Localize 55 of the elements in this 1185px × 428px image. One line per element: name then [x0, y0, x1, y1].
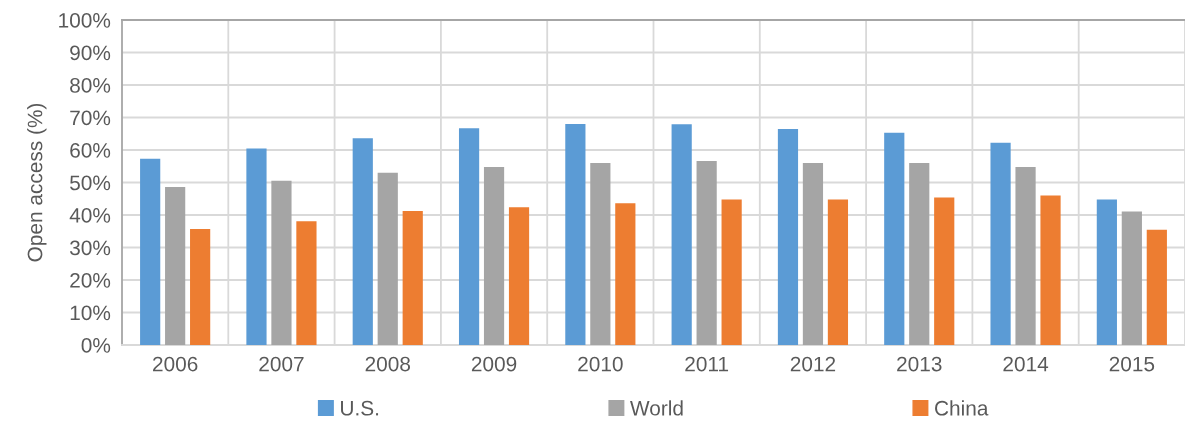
x-tick-label: 2014 — [1003, 356, 1049, 372]
bar — [352, 138, 373, 345]
bar — [671, 124, 692, 345]
bar — [1121, 211, 1142, 345]
bar — [483, 166, 505, 345]
bar — [615, 203, 636, 345]
bar — [296, 221, 317, 345]
bar — [721, 199, 742, 345]
x-tick-label: 2011 — [685, 356, 729, 372]
bar — [140, 158, 161, 345]
y-tick-label: 80% — [70, 78, 111, 93]
bar — [802, 163, 824, 345]
bar — [909, 163, 930, 345]
bar — [884, 132, 905, 345]
y-tick-label: 90% — [70, 45, 111, 61]
x-tick-label: 2010 — [578, 356, 623, 372]
bar — [246, 148, 267, 345]
bar — [165, 187, 186, 345]
bar — [1096, 199, 1117, 345]
x-tick-label: 2009 — [471, 356, 517, 372]
bar — [1015, 166, 1036, 345]
bar — [1040, 195, 1061, 345]
bar — [934, 197, 955, 345]
y-tick-label: 20% — [70, 273, 111, 288]
bar — [271, 180, 292, 345]
bar — [696, 161, 717, 345]
x-tick-label: 2007 — [259, 356, 304, 372]
x-tick-label: 2006 — [153, 356, 198, 372]
x-tick-label: 2008 — [365, 356, 411, 372]
bar — [190, 228, 211, 345]
bar — [508, 207, 530, 345]
bar — [565, 124, 586, 345]
bar — [1146, 229, 1167, 345]
bar — [590, 163, 611, 345]
y-tick-label: 50% — [70, 175, 111, 191]
x-tick-label: 2012 — [790, 356, 836, 372]
bar — [827, 199, 849, 345]
legend-label: World — [630, 400, 683, 416]
legend-label: U.S. — [341, 400, 379, 416]
y-tick-label: 70% — [70, 110, 111, 126]
x-tick-label: 2013 — [897, 356, 942, 372]
bar — [990, 142, 1011, 345]
bar — [777, 128, 799, 345]
y-axis-title: Open access (%) — [27, 103, 47, 262]
y-tick-label: 60% — [70, 143, 111, 158]
y-tick-label: 10% — [70, 305, 111, 321]
y-tick-label: 30% — [69, 240, 111, 256]
y-tick-label: 40% — [69, 208, 111, 223]
y-tick-label: 100% — [59, 13, 111, 28]
bar — [377, 172, 398, 345]
x-tick-label: 2015 — [1109, 356, 1155, 372]
y-tick-label: 0% — [81, 338, 111, 353]
legend-label: China — [935, 400, 989, 416]
bar — [402, 211, 423, 345]
bar — [458, 128, 480, 345]
